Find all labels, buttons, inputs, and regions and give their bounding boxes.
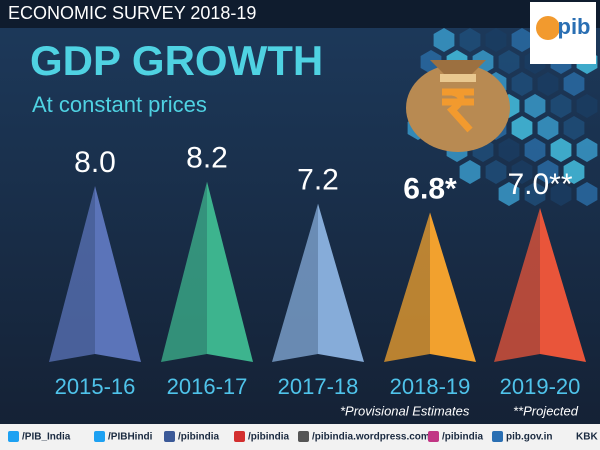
footer-item: pib.gov.in bbox=[506, 432, 552, 443]
category-label: 2018-19 bbox=[390, 374, 471, 399]
hexagon bbox=[498, 50, 520, 74]
pyramid-face-right bbox=[95, 186, 141, 362]
category-label: 2016-17 bbox=[167, 374, 248, 399]
header: ECONOMIC SURVEY 2018-19 bbox=[8, 3, 256, 23]
category-label: 2017-18 bbox=[278, 374, 359, 399]
hexagon bbox=[563, 72, 585, 96]
hexagon bbox=[576, 94, 598, 118]
pyramid-face-right bbox=[540, 208, 586, 362]
footer-item: /pibindia bbox=[248, 432, 290, 443]
hexagon bbox=[433, 28, 455, 52]
footer-item: KBK bbox=[576, 432, 598, 443]
footer-item: /PIB_India bbox=[22, 432, 71, 443]
hexagon bbox=[485, 28, 507, 52]
hexagon bbox=[550, 138, 572, 162]
hexagon bbox=[576, 138, 598, 162]
hexagon bbox=[420, 50, 442, 74]
chart: 8.0 2015-16 8.2 2016-17 7.2 2017-18 6.8* 2018-1… bbox=[8, 142, 598, 443]
footnote: *Provisional Estimates bbox=[340, 403, 470, 418]
hexagon bbox=[537, 160, 559, 184]
pyramid-face-right bbox=[207, 181, 253, 362]
footer-icon bbox=[164, 431, 175, 442]
subtitle: At constant prices bbox=[32, 92, 207, 117]
pyramid-face-left bbox=[384, 212, 430, 362]
pyramid-face-left bbox=[272, 203, 318, 362]
footer-icon bbox=[492, 431, 503, 442]
hexagon bbox=[485, 160, 507, 184]
hexagon bbox=[537, 72, 559, 96]
hexagon bbox=[550, 182, 572, 206]
hexagon bbox=[511, 72, 533, 96]
category-label: 2019-20 bbox=[500, 374, 581, 399]
pyramid-face-right bbox=[430, 212, 476, 362]
footer-item: /PIBHindi bbox=[108, 432, 153, 443]
hexagon bbox=[459, 160, 481, 184]
value-label: 8.0 bbox=[74, 146, 116, 179]
hexagon bbox=[524, 94, 546, 118]
pyramid-face-right bbox=[318, 203, 364, 362]
title: GDP GROWTH bbox=[30, 37, 323, 84]
logo: pib bbox=[558, 14, 591, 39]
hexagon bbox=[498, 138, 520, 162]
hexagon bbox=[524, 138, 546, 162]
value-label: 7.2 bbox=[297, 164, 339, 197]
logo-emblem bbox=[536, 16, 560, 40]
hexagon bbox=[550, 94, 572, 118]
hexagon bbox=[511, 160, 533, 184]
value-label: 7.0** bbox=[507, 168, 572, 201]
value-label: 8.2 bbox=[186, 142, 228, 175]
footer-icon bbox=[94, 431, 105, 442]
hexagon bbox=[576, 182, 598, 206]
hexagon bbox=[511, 28, 533, 52]
footnote: **Projected bbox=[513, 403, 579, 418]
category-label: 2015-16 bbox=[55, 374, 136, 399]
hexagon bbox=[563, 160, 585, 184]
pyramid-face-left bbox=[161, 181, 207, 362]
footer-icon bbox=[298, 431, 309, 442]
hexagon bbox=[563, 116, 585, 140]
footer-icon bbox=[234, 431, 245, 442]
value-label: 6.8* bbox=[403, 172, 457, 205]
hexagon bbox=[537, 116, 559, 140]
money-bag bbox=[406, 60, 510, 152]
hexagon bbox=[524, 182, 546, 206]
hexagon bbox=[511, 116, 533, 140]
hexagon bbox=[498, 182, 520, 206]
footer-icon bbox=[428, 431, 439, 442]
footer-item: /pibindia bbox=[442, 432, 484, 443]
footer-icon bbox=[8, 431, 19, 442]
footer-item: /pibindia.wordpress.com bbox=[312, 432, 430, 443]
header-bar bbox=[0, 0, 600, 28]
hexagon bbox=[459, 28, 481, 52]
pyramid-face-left bbox=[49, 186, 95, 362]
footer-item: /pibindia bbox=[178, 432, 220, 443]
pyramid-face-left bbox=[494, 208, 540, 362]
